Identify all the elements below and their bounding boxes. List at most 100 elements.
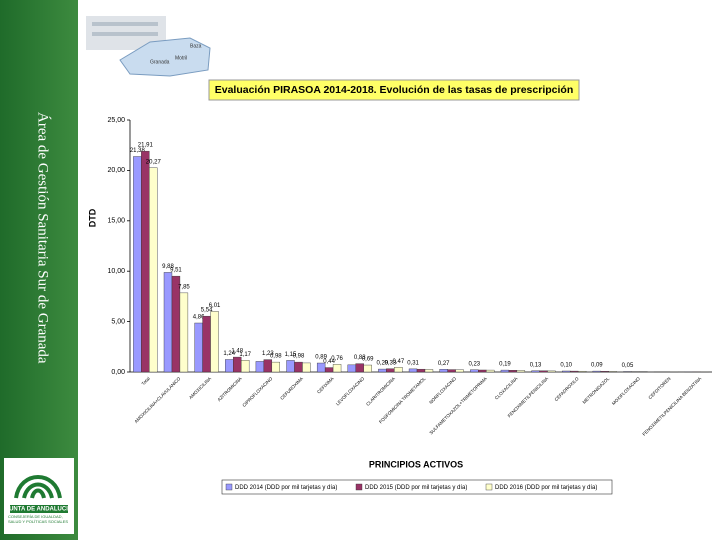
bar [294, 361, 303, 373]
map-label: Motril [175, 55, 187, 61]
bar [194, 322, 203, 373]
data-label: 0,98 [293, 354, 305, 360]
legend-box [221, 479, 613, 495]
data-label: 0,05 [622, 363, 634, 369]
bar [416, 368, 426, 373]
title-box [208, 79, 580, 101]
map-shape [119, 37, 211, 77]
data-label: 0,33 [385, 360, 397, 366]
bar [478, 369, 487, 373]
bar [547, 370, 556, 373]
bar [508, 370, 518, 373]
bar [592, 370, 602, 373]
sidebar-text: Área de Gestión Sanitaria Sur de Granada [35, 112, 52, 364]
data-label: 9,51 [170, 268, 182, 274]
legend-label: DDD 2014 (DDD por mil tarjetas y día) [235, 485, 337, 491]
bar [233, 356, 242, 373]
bar [394, 367, 403, 373]
data-label: 21,38 [130, 148, 146, 154]
bar [225, 359, 234, 373]
data-label: 0,27 [438, 361, 450, 367]
bar [378, 368, 387, 373]
data-label: 5,54 [201, 308, 213, 314]
map-image [86, 16, 211, 77]
data-label: 7,85 [178, 284, 190, 290]
data-label: 1,24 [223, 351, 235, 357]
y-tick-label: 10,00 [107, 268, 125, 275]
legend-label: DDD 2015 (DDD por mil tarjetas y día) [365, 485, 467, 491]
data-label: 0,31 [407, 360, 419, 366]
sidebar [0, 0, 78, 540]
bar [470, 369, 479, 373]
bar [516, 370, 526, 373]
data-label: 0,19 [499, 362, 511, 368]
x-tick-label: LEVOFLOXACINO [335, 376, 366, 407]
logo-name: JUNTA DE ANDALUCIA [6, 507, 73, 513]
bar [286, 360, 295, 373]
bar [302, 362, 311, 373]
data-label: 1,15 [285, 352, 297, 358]
data-label: 0,10 [560, 363, 572, 369]
bar [539, 370, 548, 373]
bar [447, 369, 456, 373]
x-tick-label: CEFDITOREN [647, 376, 671, 400]
bar [133, 156, 142, 373]
y-tick-label: 15,00 [107, 218, 125, 225]
bar [240, 360, 250, 373]
bar [332, 364, 342, 373]
bar [202, 315, 211, 373]
data-label: 0,09 [591, 363, 603, 369]
bar [363, 364, 372, 373]
bar [263, 359, 273, 373]
bar [324, 367, 334, 373]
bar [271, 361, 280, 373]
bar [600, 371, 609, 373]
data-label: 0,98 [270, 354, 282, 360]
bar [486, 369, 495, 373]
data-label: 0,13 [530, 362, 542, 368]
data-label: 21,91 [138, 143, 154, 149]
data-label: 20,27 [146, 159, 162, 165]
map-label: Baza [190, 43, 202, 49]
bar [171, 275, 181, 373]
legend-swatch [485, 483, 493, 491]
y-axis-label: DTD [87, 208, 97, 227]
map-label: Granada [150, 59, 170, 65]
bar [623, 371, 632, 373]
bar [424, 369, 434, 373]
x-tick-label: Total [141, 376, 151, 386]
data-label: 0,23 [468, 361, 480, 367]
x-tick-label: CLARITROMICINA [365, 376, 396, 407]
x-tick-label: CEFUROXIMA [279, 376, 304, 401]
data-label: 6,01 [209, 303, 221, 309]
bar [562, 370, 571, 373]
x-tick-label: CEFIXIMA [316, 376, 335, 395]
data-label: 0,44 [323, 359, 335, 365]
data-label: 0,29 [377, 361, 389, 367]
x-tick-label: MOXIFLOXACINO [611, 376, 641, 406]
bar [163, 272, 173, 373]
legend-label: DDD 2016 (DDD por mil tarjetas y día) [495, 485, 597, 491]
y-tick-label: 0,00 [111, 369, 125, 376]
x-axis-label: PRINCIPIOS ACTIVOS [369, 459, 463, 469]
bar [149, 167, 158, 373]
x-tick-label: CEFADROXILO [554, 376, 581, 403]
data-label: 1,23 [262, 351, 274, 357]
legend-swatch [355, 483, 363, 491]
bar [408, 368, 418, 373]
bar [531, 370, 540, 373]
legend-swatch [225, 483, 233, 491]
bar [255, 361, 265, 373]
x-tick-label: AZITROMICINA [216, 376, 242, 402]
data-label: 0,76 [331, 356, 343, 362]
logo-mark [14, 475, 62, 499]
x-tick-label: FENOXIMETILPENICILINA BENZATINA [641, 376, 702, 437]
bar [608, 371, 617, 373]
bar [386, 368, 395, 373]
building-row [92, 22, 158, 26]
bar [355, 363, 364, 373]
logo-subtitle: CONSEJERÍA DE IGUALDAD, SALUD Y POLÍTICA… [8, 514, 69, 524]
bar [455, 369, 464, 373]
